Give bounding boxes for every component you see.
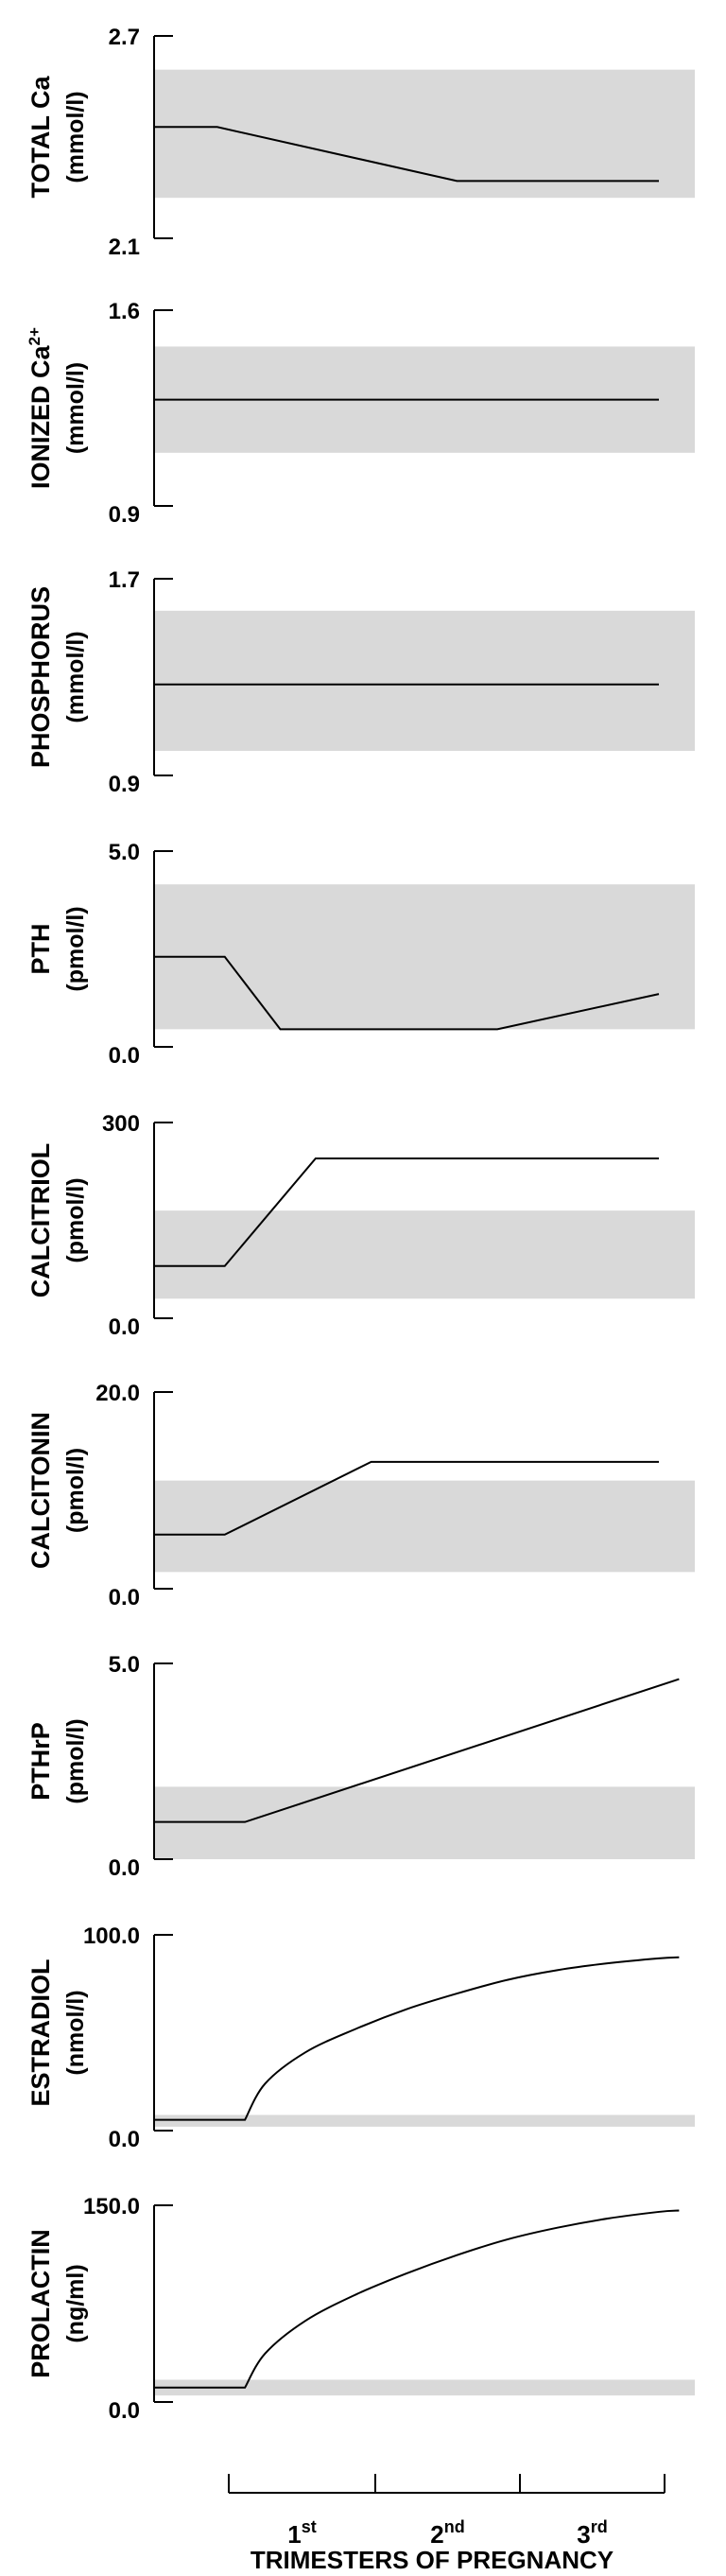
panel-1: 2.7 2.1 TOTAL Ca (mmol/l) [26, 25, 695, 260]
series-line [154, 1956, 680, 2121]
x-axis-title: TRIMESTERS OF PREGNANCY [251, 2546, 614, 2574]
y-axis-label: ESTRADIOL [26, 1958, 55, 2106]
y-axis-label-superscript: 2+ [26, 327, 43, 345]
x-tick-label-suffix: st [302, 2517, 317, 2536]
y-tick-label-min: 0.9 [109, 502, 140, 528]
y-axis-unit: (nmol/l) [62, 1990, 89, 2075]
y-axis-unit: (mmol/l) [62, 91, 89, 183]
x-tick-label-suffix: rd [591, 2517, 608, 2536]
y-axis-unit: (pmol/l) [62, 906, 89, 991]
y-axis-unit: (pmol/l) [62, 1448, 89, 1533]
y-tick-label-max: 150.0 [83, 2194, 140, 2219]
series-line [154, 1157, 659, 1267]
x-tick-label-trimester-3: 3rd [577, 2517, 607, 2549]
y-tick-label-max: 1.7 [109, 567, 140, 593]
normal-range-band [154, 610, 695, 751]
series-line [154, 1678, 680, 1823]
x-tick-label-suffix: nd [444, 2517, 465, 2536]
series-line [154, 1460, 659, 1536]
y-tick-label-max: 5.0 [109, 840, 140, 865]
y-axis-label: TOTAL Ca [26, 76, 55, 199]
panel-5: 300 0.0 CALCITRIOL (pmol/l) [26, 1111, 695, 1340]
y-tick-label-max: 2.7 [109, 25, 140, 50]
normal-range-band [154, 2379, 695, 2396]
panel-4: 5.0 0.0 PTH (pmol/l) [26, 840, 695, 1069]
y-tick-label-min: 0.0 [109, 2127, 140, 2152]
panel-6: 20.0 0.0 CALCITONIN (pmol/l) [26, 1381, 695, 1610]
y-axis-label: PROLACTIN [26, 2229, 55, 2378]
y-axis-label: PTHrP [26, 1722, 55, 1801]
y-tick-label-max: 20.0 [95, 1381, 140, 1406]
y-tick-label-min: 0.0 [109, 2398, 140, 2424]
y-tick-label-min: 0.0 [109, 1855, 140, 1881]
y-axis-label: CALCITRIOL [26, 1143, 55, 1297]
normal-range-band [154, 1786, 695, 1859]
y-tick-label-min: 0.0 [109, 1043, 140, 1069]
panel-9: 150.0 0.0 PROLACTIN (ng/ml) [26, 2194, 695, 2424]
x-tick-label-trimester-1: 1st [287, 2517, 316, 2549]
y-axis-unit: (pmol/l) [62, 1718, 89, 1803]
panel-3: 1.7 0.9 PHOSPHORUS (mmol/l) [26, 567, 695, 797]
panel-2: 1.6 0.9 IONIZED Ca2+ (mmol/l) [26, 299, 695, 528]
y-axis-label: PTH [26, 924, 55, 975]
x-tick-label-trimester-2: 2nd [430, 2517, 464, 2549]
y-tick-label-max: 5.0 [109, 1652, 140, 1678]
y-tick-label-min: 0.9 [109, 772, 140, 797]
y-axis-unit: (ng/ml) [62, 2264, 89, 2342]
series-line [154, 955, 660, 1031]
normal-range-band [154, 69, 695, 199]
y-axis-label: CALCITONIN [26, 1412, 55, 1569]
y-axis-unit: (mmol/l) [62, 362, 89, 454]
y-axis-unit: (mmol/l) [62, 631, 89, 722]
y-tick-label-max: 300 [102, 1111, 140, 1137]
y-tick-label-max: 100.0 [83, 1923, 140, 1949]
y-tick-label-min: 0.0 [109, 1314, 140, 1340]
y-tick-label-min: 2.1 [109, 235, 140, 260]
y-axis-label: IONIZED Ca2+ [26, 327, 55, 489]
y-axis-label: PHOSPHORUS [26, 586, 55, 768]
panel-8: 100.0 0.0 ESTRADIOL (nmol/l) [26, 1923, 695, 2152]
normal-range-band [154, 884, 695, 1030]
panel-7: 5.0 0.0 PTHrP (pmol/l) [26, 1652, 695, 1881]
series-line [154, 2209, 680, 2389]
series-line [154, 126, 659, 183]
normal-range-band [154, 2115, 695, 2127]
y-tick-label-min: 0.0 [109, 1585, 140, 1610]
y-tick-label-max: 1.6 [109, 299, 140, 324]
normal-range-band [154, 1480, 695, 1573]
normal-range-band [154, 1210, 695, 1299]
y-axis-unit: (pmol/l) [62, 1177, 89, 1262]
